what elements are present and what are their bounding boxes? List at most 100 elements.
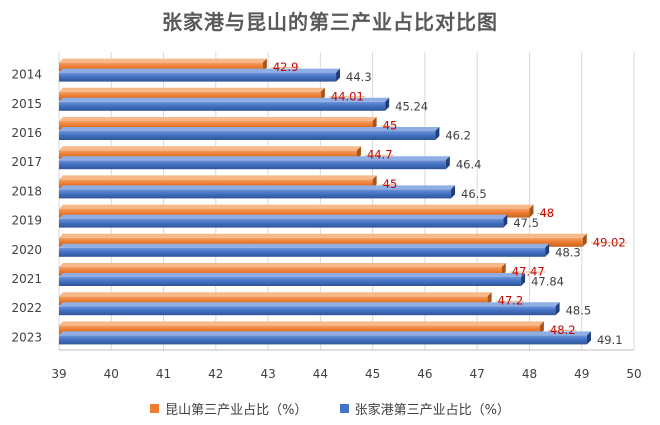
- bar-end-face: [529, 204, 534, 218]
- data-label-zhangjiagang: 46.4: [456, 158, 482, 172]
- bar-kunshan-2019: [59, 208, 530, 218]
- bar-top-face: [59, 292, 492, 297]
- bar-top-face: [59, 302, 560, 307]
- bar-end-face: [582, 233, 587, 247]
- data-label-zhangjiagang: 47.5: [513, 216, 539, 230]
- data-label-zhangjiagang: 45.24: [395, 99, 428, 113]
- bar-end-face: [445, 156, 450, 170]
- bar-end-face: [356, 146, 361, 160]
- x-tick-label: 50: [626, 367, 641, 381]
- bar-end-face: [385, 97, 390, 111]
- bar-end-face: [586, 331, 591, 345]
- bar-kunshan-2022: [59, 296, 488, 306]
- bars: [59, 58, 591, 345]
- y-tick-label: 2021: [11, 272, 42, 286]
- bar-end-face: [501, 263, 506, 276]
- data-label-zhangjiagang: 46.5: [461, 187, 487, 201]
- legend-label-zhangjiagang: 张家港第三产业占比（%）: [354, 403, 510, 418]
- data-label-zhangjiagang: 48.5: [566, 304, 592, 318]
- bar-top-face: [59, 146, 361, 151]
- bar-zhangjiagang-2015: [59, 101, 386, 111]
- y-tick-label: 2017: [11, 155, 42, 169]
- bar-top-face: [59, 185, 456, 190]
- y-tick-label: 2023: [11, 330, 42, 344]
- bar-kunshan-2020: [59, 237, 583, 247]
- bar-end-face: [372, 175, 377, 189]
- bar-top-face: [59, 117, 377, 121]
- bar-top-face: [59, 214, 508, 219]
- bar-zhangjiagang-2023: [59, 335, 587, 345]
- bar-end-face: [435, 127, 440, 140]
- bar-zhangjiagang-2020: [59, 247, 546, 257]
- bar-kunshan-2018: [59, 179, 373, 189]
- bar-top-face: [59, 321, 544, 326]
- y-tick-label: 2019: [11, 214, 42, 228]
- legend-swatch-kunshan: [150, 404, 160, 413]
- bar-end-face: [262, 58, 267, 72]
- bar-end-face: [451, 185, 456, 199]
- bar-top-face: [59, 331, 591, 336]
- bar-end-face: [555, 302, 560, 316]
- x-tick-label: 46: [417, 367, 432, 381]
- x-tick-label: 47: [470, 367, 485, 381]
- data-label-zhangjiagang: 48.3: [555, 245, 581, 259]
- y-tick-label: 2016: [11, 126, 42, 140]
- bar-kunshan-2015: [59, 91, 321, 101]
- y-tick-label: 2022: [11, 301, 42, 315]
- bar-end-face: [487, 292, 492, 306]
- bar-end-face: [336, 68, 341, 82]
- x-tick-label: 44: [313, 367, 328, 381]
- bar-top-face: [59, 127, 440, 131]
- x-tick-label: 49: [574, 367, 589, 381]
- bar-zhangjiagang-2019: [59, 218, 504, 228]
- bar-end-face: [521, 273, 526, 286]
- legend: 昆山第三产业占比（%） 张家港第三产业占比（%）: [0, 399, 660, 418]
- data-label-zhangjiagang: 47.84: [531, 275, 564, 289]
- bar-kunshan-2014: [59, 62, 263, 72]
- bar-kunshan-2016: [59, 121, 373, 130]
- bar-zhangjiagang-2016: [59, 131, 436, 140]
- legend-label-kunshan: 昆山第三产业占比（%）: [165, 403, 308, 418]
- y-tick-label: 2015: [11, 97, 42, 111]
- y-tick-label: 2020: [11, 243, 42, 257]
- legend-swatch-zhangjiagang: [339, 404, 349, 413]
- bar-top-face: [59, 243, 550, 248]
- data-label-zhangjiagang: 44.3: [346, 70, 372, 84]
- labels: 39 40 41 42 43 44 45 46 47 48 49 50201442.944.32015…: [11, 60, 641, 381]
- x-tick-label: 39: [51, 367, 66, 381]
- legend-item-zhangjiagang: 张家港第三产业占比（%）: [339, 399, 510, 418]
- bar-kunshan-2017: [59, 150, 357, 160]
- bar-top-face: [59, 58, 267, 63]
- bar-end-face: [320, 87, 325, 101]
- data-label-zhangjiagang: 46.2: [445, 129, 471, 143]
- bar-top-face: [59, 97, 390, 102]
- x-tick-label: 41: [156, 367, 171, 381]
- bar-zhangjiagang-2017: [59, 160, 446, 170]
- bar-zhangjiagang-2014: [59, 72, 337, 82]
- bar-top-face: [59, 68, 341, 73]
- bar-top-face: [59, 156, 450, 161]
- bar-end-face: [503, 214, 508, 228]
- x-tick-label: 43: [260, 367, 275, 381]
- bar-end-face: [545, 243, 550, 257]
- bar-zhangjiagang-2018: [59, 189, 452, 199]
- chart-title: 张家港与昆山的第三产业占比对比图: [162, 10, 498, 34]
- y-tick-label: 2014: [11, 68, 42, 82]
- x-tick-label: 42: [208, 367, 223, 381]
- y-tick-label: 2018: [11, 184, 42, 198]
- legend-item-kunshan: 昆山第三产业占比（%）: [150, 399, 307, 418]
- bar-top-face: [59, 204, 534, 209]
- bar-top-face: [59, 87, 325, 92]
- x-tick-label: 48: [522, 367, 537, 381]
- bar-zhangjiagang-2021: [59, 277, 522, 286]
- bar-top-face: [59, 263, 506, 267]
- bar-zhangjiagang-2022: [59, 306, 556, 316]
- data-label-zhangjiagang: 49.1: [597, 333, 623, 347]
- x-tick-label: 45: [365, 367, 380, 381]
- bar-kunshan-2023: [59, 325, 540, 335]
- bar-kunshan-2021: [59, 267, 502, 276]
- bar-top-face: [59, 273, 526, 277]
- bar-top-face: [59, 233, 587, 238]
- x-tick-label: 40: [104, 367, 119, 381]
